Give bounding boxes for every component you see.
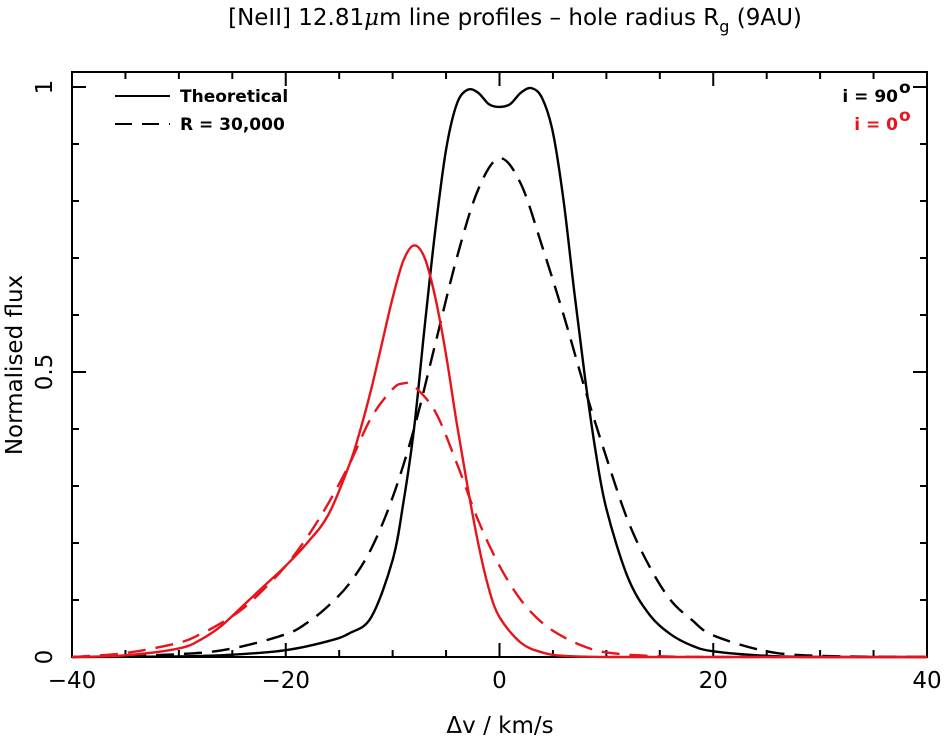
title-subscript: g: [719, 17, 729, 36]
x-tick-label: −20: [261, 668, 310, 694]
series-layer: [71, 86, 928, 659]
legend-inclinations: i = 90 o i = 0 o: [842, 78, 910, 135]
axis-ticks: [71, 72, 928, 658]
legend-incl-0-label: i = 0: [854, 115, 898, 135]
y-tick-label: 1: [32, 80, 58, 95]
title-end: (9AU): [729, 5, 801, 31]
axis-tick-labels: −40 −20 0 20 40 0 0.5 1: [32, 80, 942, 694]
title-main: [NeII] 12.81: [228, 5, 364, 31]
legend-theoretical-label: Theoretical: [180, 87, 288, 107]
title-mid: m line profiles – hole radius R: [379, 5, 719, 31]
x-tick-label: 40: [912, 668, 941, 694]
y-tick-label: 0: [32, 650, 58, 665]
chart-title: [NeII] 12.81μm line profiles – hole radi…: [228, 5, 802, 36]
legend-incl-90-label: i = 90: [842, 87, 898, 107]
title-mu: μ: [364, 5, 379, 31]
legend-resolution-label: R = 30,000: [180, 115, 285, 135]
x-axis-label: Δv / km/s: [446, 713, 553, 739]
x-tick-label: −40: [48, 668, 97, 694]
series-line-i0-theoretical: [71, 244, 927, 659]
series-line-i0-r30000: [71, 381, 928, 659]
series-line-i90-r30000: [71, 157, 928, 659]
series-line-i90-theoretical: [71, 86, 928, 659]
x-tick-label: 20: [699, 668, 728, 694]
x-tick-label: 0: [492, 668, 507, 694]
legend-incl-0-degree: o: [899, 106, 911, 126]
y-tick-label: 0.5: [32, 354, 58, 391]
y-axis-label: Normalised flux: [2, 275, 28, 455]
legend-incl-90-degree: o: [899, 78, 911, 98]
plot-frame: [71, 71, 928, 658]
legend-line-styles: Theoretical R = 30,000: [115, 87, 288, 135]
